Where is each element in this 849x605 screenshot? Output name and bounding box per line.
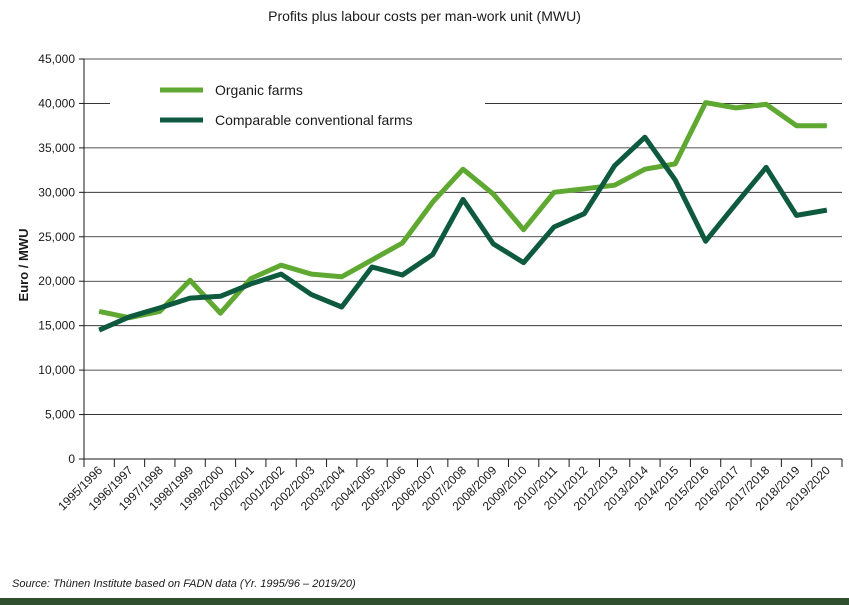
y-tick-labels: 0 5,000 10,000 15,000 20,000 25,000 30,000 35,0… <box>38 52 75 466</box>
data-point <box>432 201 434 203</box>
data-point <box>796 214 798 216</box>
data-point <box>644 168 646 170</box>
data-point <box>159 307 161 309</box>
data-point <box>341 306 343 308</box>
data-point <box>280 273 282 275</box>
data-point <box>492 193 494 195</box>
data-point <box>280 264 282 266</box>
y-tick-label: 40,000 <box>38 96 75 110</box>
y-tick-label: 25,000 <box>38 230 75 244</box>
legend: Organic farms Comparable conventional far… <box>160 82 413 128</box>
data-point <box>674 179 676 181</box>
data-point <box>250 283 252 285</box>
data-point <box>583 213 585 215</box>
data-point <box>674 163 676 165</box>
data-point <box>826 125 828 127</box>
y-tick-label: 10,000 <box>38 363 75 377</box>
data-point <box>98 310 100 312</box>
data-point <box>523 229 525 231</box>
data-point <box>765 103 767 105</box>
data-point <box>310 273 312 275</box>
data-point <box>644 136 646 138</box>
y-tick-label: 5,000 <box>45 408 75 422</box>
legend-background <box>110 72 485 142</box>
source-note: Source: Thünen Institute based on FADN d… <box>12 578 356 590</box>
data-point <box>492 243 494 245</box>
y-tick-label: 15,000 <box>38 319 75 333</box>
y-tick-label: 20,000 <box>38 274 75 288</box>
data-point <box>462 198 464 200</box>
data-point <box>614 184 616 186</box>
data-point <box>159 310 161 312</box>
data-point <box>310 294 312 296</box>
data-point <box>341 276 343 278</box>
data-point <box>705 102 707 104</box>
data-point <box>219 295 221 297</box>
data-point <box>219 312 221 314</box>
data-point <box>735 107 737 109</box>
data-point <box>250 278 252 280</box>
gridlines <box>84 58 842 415</box>
legend-label-2: Comparable conventional farms <box>215 112 413 128</box>
data-point <box>128 316 130 318</box>
data-point <box>98 329 100 331</box>
data-point <box>796 125 798 127</box>
data-point <box>401 274 403 276</box>
data-point <box>371 266 373 268</box>
data-point <box>523 262 525 264</box>
data-point <box>826 209 828 211</box>
series-lines <box>98 100 828 333</box>
data-point <box>735 203 737 205</box>
data-point <box>432 254 434 256</box>
data-point <box>189 279 191 281</box>
data-point <box>189 297 191 299</box>
bottom-strip <box>0 598 849 605</box>
axes <box>79 58 843 467</box>
x-tick-labels: 1995/19961996/19971997/19981998/19991999… <box>55 463 833 513</box>
data-point <box>462 168 464 170</box>
data-point <box>765 166 767 168</box>
y-tick-label: 35,000 <box>38 141 75 155</box>
legend-label-1: Organic farms <box>215 82 303 98</box>
y-tick-label: 45,000 <box>38 52 75 66</box>
data-point <box>553 191 555 193</box>
chart-title: Profits plus labour costs per man-work u… <box>268 8 581 24</box>
data-point <box>401 242 403 244</box>
data-point <box>583 188 585 190</box>
y-axis-title: Euro / MWU <box>16 229 31 302</box>
data-point <box>705 240 707 242</box>
y-tick-label: 30,000 <box>38 185 75 199</box>
y-tick-label: 0 <box>68 452 75 466</box>
data-point <box>371 259 373 261</box>
data-point <box>553 226 555 228</box>
data-point <box>614 165 616 167</box>
